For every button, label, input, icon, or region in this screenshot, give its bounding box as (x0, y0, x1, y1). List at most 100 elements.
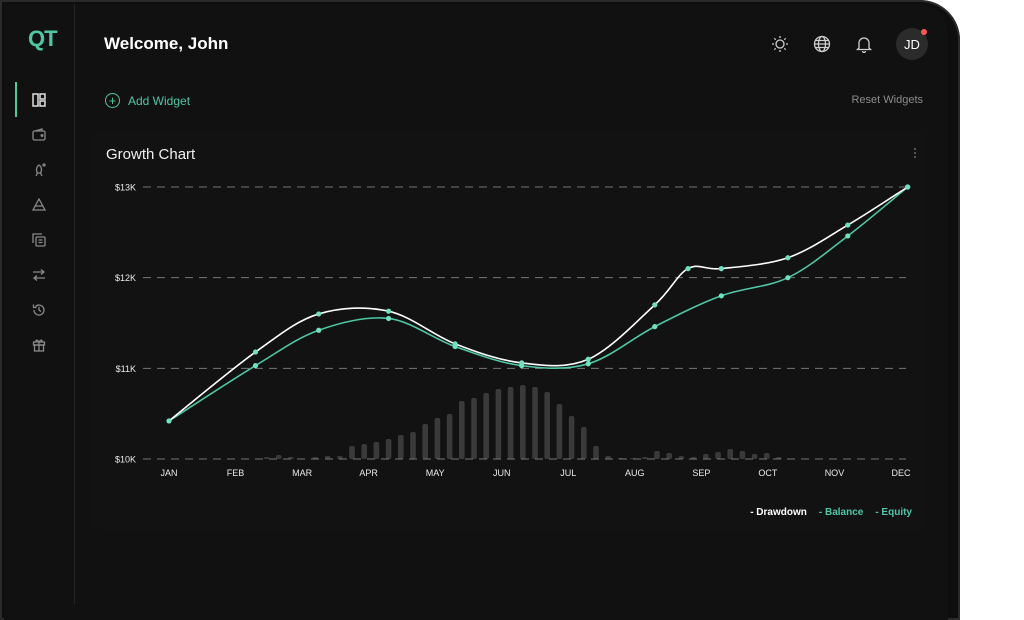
x-tick-label: AUG (625, 468, 645, 478)
theme-toggle-button[interactable] (770, 34, 790, 54)
sidebar-item-history[interactable] (4, 292, 74, 327)
histogram-bar (764, 453, 770, 459)
x-tick-label: OCT (758, 468, 778, 478)
series-point (386, 308, 392, 314)
series-point (252, 363, 259, 369)
x-tick-label: DEC (891, 468, 911, 478)
x-tick-label: NOV (825, 468, 845, 478)
widget-title: Growth Chart (106, 146, 196, 163)
series-point (316, 311, 322, 317)
sidebar-item-copy[interactable] (4, 222, 74, 257)
histogram-bar (471, 398, 477, 459)
y-tick-label: $11K (116, 364, 136, 374)
x-tick-label: JUL (560, 468, 576, 478)
histogram-bar (654, 451, 660, 459)
series-point (785, 255, 791, 261)
histogram-bar (739, 451, 746, 459)
avatar[interactable]: JD (896, 28, 928, 60)
histogram-bar (324, 456, 331, 459)
sun-icon (772, 36, 788, 52)
globe-icon (813, 35, 831, 53)
y-tick-label: $12K (115, 273, 136, 283)
series-point (452, 341, 458, 347)
plus-circle-icon: + (105, 93, 120, 108)
growth-chart: $10K $11K $12K $13K JAN FEB MAR APR MAY JUN JUL AUG… (115, 183, 911, 479)
x-tick-label: MAY (426, 468, 445, 478)
sidebar-item-wallet[interactable] (4, 117, 74, 152)
series-point (718, 266, 724, 272)
series-line (168, 186, 909, 422)
histogram-bar (727, 449, 733, 459)
histogram-bar (337, 456, 343, 459)
series-line (168, 186, 909, 422)
device-frame: QT (0, 0, 960, 620)
page-title: Welcome, John (104, 34, 229, 53)
histogram-bar (544, 392, 550, 459)
notification-dot (921, 29, 927, 35)
series-point (785, 275, 791, 281)
series-point (845, 233, 851, 239)
legend-equity[interactable]: - Equity (875, 507, 912, 518)
copy-icon (32, 232, 46, 247)
series-point (386, 315, 392, 322)
histogram-bar (520, 385, 526, 459)
legend-balance[interactable]: - Balance (818, 507, 864, 518)
sidebar-item-rewards[interactable] (4, 327, 74, 362)
histogram-bar (446, 414, 453, 459)
histogram-bar (605, 456, 611, 459)
series-point (585, 361, 591, 367)
histogram-bar (703, 454, 709, 459)
app-logo[interactable]: QT (28, 26, 58, 51)
histogram-bar (373, 442, 380, 459)
add-widget-label: Add Widget (128, 93, 191, 108)
histogram-bar (568, 416, 575, 459)
more-options-icon[interactable] (914, 148, 918, 158)
series-point (316, 327, 322, 333)
series-point (905, 184, 911, 190)
histogram-bar (385, 439, 392, 459)
series-point (685, 266, 691, 272)
series-point (166, 418, 172, 424)
legend-drawdown[interactable]: - Drawdown (750, 507, 807, 518)
histogram-bar (410, 432, 416, 459)
series-point (585, 356, 591, 362)
growth-chart-widget: Growth Chart $10K $11K $12K $13K JAN FEB MAR AP… (93, 130, 926, 530)
histogram-bar (678, 456, 685, 459)
history-icon (32, 303, 45, 316)
x-tick-label: MAR (292, 468, 313, 478)
histogram-bar (593, 446, 599, 459)
histogram-bar (263, 457, 270, 459)
header-actions: JD (770, 28, 928, 60)
histogram-bar (642, 457, 648, 459)
y-tick-label: $10K (115, 455, 136, 465)
transfer-icon (32, 268, 46, 281)
sidebar-nav (4, 82, 74, 362)
triangle-stack-icon (32, 197, 46, 211)
series-point (519, 360, 525, 366)
x-tick-label: APR (359, 468, 378, 478)
wallet-icon (32, 127, 46, 141)
sidebar-item-dashboard[interactable] (4, 82, 74, 117)
x-tick-label: JAN (160, 468, 177, 478)
app-screen: QT (4, 4, 948, 620)
histogram-bar (422, 424, 428, 459)
histogram-bar (361, 444, 367, 459)
x-tick-label: JUN (493, 468, 511, 478)
sidebar-item-transfer[interactable] (4, 257, 74, 292)
bell-icon (855, 37, 873, 53)
sidebar-item-launch[interactable] (4, 152, 74, 187)
y-tick-label: $13K (115, 183, 136, 193)
histogram-bar (483, 393, 489, 459)
histogram-bar (495, 389, 502, 459)
histogram-bar (715, 452, 721, 459)
histogram-bar (398, 435, 404, 459)
series-point (718, 293, 724, 299)
language-button[interactable] (812, 34, 832, 54)
add-widget-button[interactable]: + Add Widget (105, 93, 190, 108)
histogram-bar (581, 427, 587, 459)
sidebar-item-strategies[interactable] (4, 187, 74, 222)
histogram-bar (459, 401, 465, 459)
notifications-button[interactable] (854, 34, 874, 54)
reset-widgets-button[interactable]: Reset Widgets (851, 94, 923, 106)
histogram-bar (532, 387, 538, 459)
